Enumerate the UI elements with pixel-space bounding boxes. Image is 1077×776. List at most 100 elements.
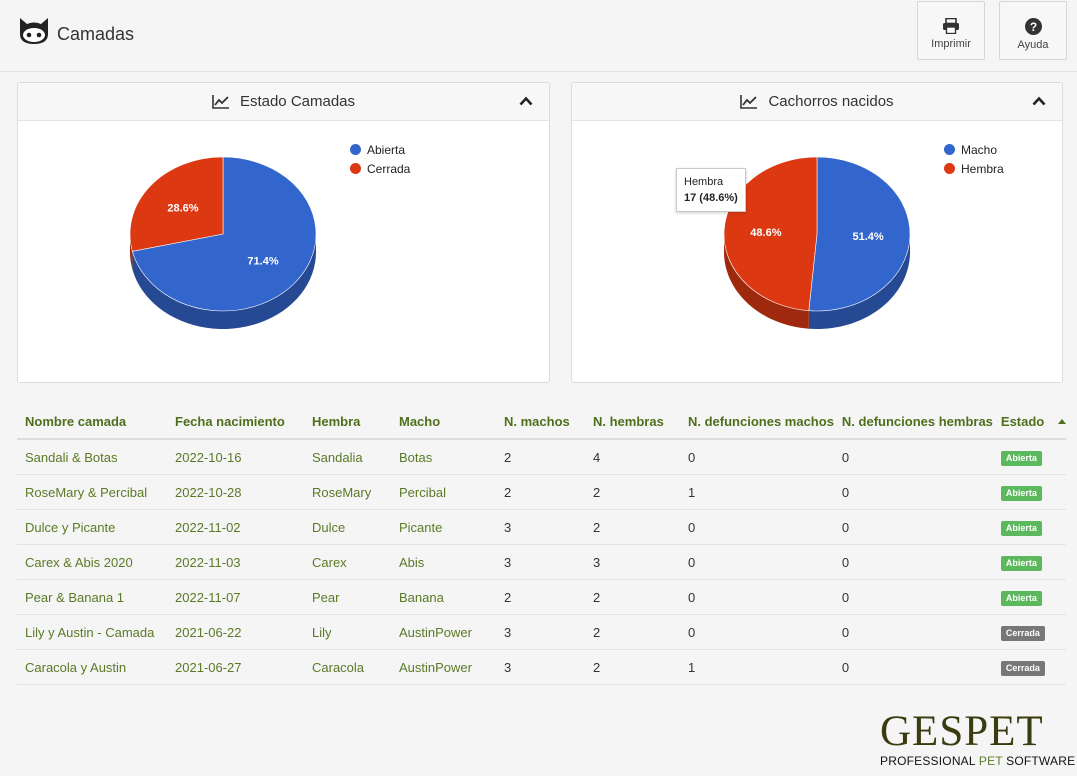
table-cell: 0 bbox=[833, 439, 993, 475]
status-badge: Abierta bbox=[1000, 450, 1042, 466]
status-badge: Abierta bbox=[1000, 520, 1042, 536]
col-n-defunciones-machos[interactable]: N. defunciones machos bbox=[680, 404, 834, 440]
pie-slice-abierta[interactable] bbox=[131, 156, 317, 312]
table-cell[interactable]: Pear bbox=[304, 579, 391, 615]
table-row[interactable]: RoseMary & Percibal 2022-10-28 RoseMary Per… bbox=[17, 474, 1066, 510]
pie-slice-macho[interactable] bbox=[808, 156, 911, 312]
table-cell: 3 bbox=[496, 614, 585, 650]
page-header: Camadas Imprimir ? Ayuda bbox=[0, 0, 1077, 72]
table-cell[interactable]: Dulce y Picante bbox=[17, 509, 167, 545]
col-nombre-camada[interactable]: Nombre camada bbox=[17, 404, 167, 440]
pie-slice-label: 28.6% bbox=[167, 203, 198, 215]
pie-slice-side bbox=[724, 234, 809, 329]
table-row[interactable]: Lily y Austin - Camada 2021-06-22 Lily Aust… bbox=[17, 614, 1066, 650]
question-circle-icon: ? bbox=[1024, 18, 1042, 35]
table-cell: 3 bbox=[496, 649, 585, 685]
col-n-machos[interactable]: N. machos bbox=[496, 404, 585, 440]
table-cell[interactable]: 2021-06-22 bbox=[167, 614, 304, 650]
status-badge-cell: Abierta bbox=[992, 544, 1066, 580]
col-hembra[interactable]: Hembra bbox=[304, 404, 391, 440]
table-cell[interactable]: 2022-10-16 bbox=[167, 439, 304, 475]
status-badge: Abierta bbox=[1000, 555, 1042, 571]
gespet-logo: GESPET PROFESSIONAL PET SOFTWARE bbox=[880, 708, 1076, 768]
table-row[interactable]: Caracola y Austin 2021-06-27 Caracola Austi… bbox=[17, 649, 1066, 685]
table-cell: 2 bbox=[585, 649, 680, 685]
table-cell: 2 bbox=[496, 474, 585, 510]
table-cell[interactable]: Banana bbox=[391, 579, 496, 615]
table-cell: 2 bbox=[585, 579, 680, 615]
table-cell[interactable]: Botas bbox=[391, 439, 496, 475]
line-chart-icon bbox=[740, 94, 758, 109]
pie-slice-side bbox=[132, 234, 316, 329]
help-button-label: Ayuda bbox=[1017, 39, 1049, 51]
table-cell[interactable]: 2022-11-07 bbox=[167, 579, 304, 615]
legend-item-macho[interactable]: Macho bbox=[944, 140, 1004, 159]
line-chart-icon bbox=[212, 94, 229, 109]
table-cell[interactable]: Caracola bbox=[304, 649, 391, 685]
table-cell: 0 bbox=[680, 579, 834, 615]
legend-item-cerrada[interactable]: Cerrada bbox=[350, 159, 410, 178]
col-fecha-nacimiento[interactable]: Fecha nacimiento bbox=[167, 404, 304, 440]
col-n-hembras[interactable]: N. hembras bbox=[585, 404, 680, 440]
table-cell: 0 bbox=[833, 614, 993, 650]
print-button[interactable]: Imprimir bbox=[917, 1, 985, 60]
table-cell[interactable]: Caracola y Austin bbox=[17, 649, 167, 685]
svg-text:?: ? bbox=[1029, 20, 1036, 34]
table-cell: 3 bbox=[496, 544, 585, 580]
table-cell[interactable]: Sandalia bbox=[304, 439, 391, 475]
table-cell[interactable]: Carex bbox=[304, 544, 391, 580]
table-row[interactable]: Pear & Banana 1 2022-11-07 Pear Banana 2 2 0 0 A… bbox=[17, 579, 1066, 615]
pie-chart-estado: 71.4% 28.6% bbox=[129, 156, 317, 329]
status-badge-cell: Abierta bbox=[992, 579, 1066, 615]
estado-camadas-panel: Estado Camadas 71.4% 28.6% Abierta Cerrad… bbox=[17, 82, 550, 383]
table-cell[interactable]: 2022-11-03 bbox=[167, 544, 304, 580]
table-cell[interactable]: Dulce bbox=[304, 509, 391, 545]
table-cell[interactable]: Lily y Austin - Camada bbox=[17, 614, 167, 650]
table-cell[interactable]: 2022-10-28 bbox=[167, 474, 304, 510]
table-cell[interactable]: AustinPower bbox=[391, 649, 496, 685]
table-cell[interactable]: Abis bbox=[391, 544, 496, 580]
col-macho[interactable]: Macho bbox=[391, 404, 496, 440]
table-cell[interactable]: 2022-11-02 bbox=[167, 509, 304, 545]
status-badge-cell: Abierta bbox=[992, 474, 1066, 510]
table-cell: 0 bbox=[833, 579, 993, 615]
table-cell[interactable]: Pear & Banana 1 bbox=[17, 579, 167, 615]
table-cell[interactable]: RoseMary & Percibal bbox=[17, 474, 167, 510]
sort-ascending-icon[interactable] bbox=[1057, 418, 1066, 424]
table-cell[interactable]: Carex & Abis 2020 bbox=[17, 544, 167, 580]
chevron-up-icon[interactable] bbox=[1032, 96, 1046, 106]
table-header-row: Nombre camada Fecha nacimiento Hembra Ma… bbox=[17, 404, 1066, 440]
legend-item-abierta[interactable]: Abierta bbox=[350, 140, 410, 159]
table-cell: 4 bbox=[585, 439, 680, 475]
chevron-up-icon[interactable] bbox=[519, 96, 533, 106]
status-badge-cell: Abierta bbox=[992, 439, 1066, 475]
table-row[interactable]: Carex & Abis 2020 2022-11-03 Carex Abis 3 3 0 0… bbox=[17, 544, 1066, 580]
col-estado[interactable]: Estado bbox=[992, 404, 1066, 440]
status-badge-cell: Cerrada bbox=[992, 649, 1066, 685]
table-cell: 2 bbox=[496, 439, 585, 475]
table-cell[interactable]: Percibal bbox=[391, 474, 496, 510]
table-cell[interactable]: Picante bbox=[391, 509, 496, 545]
table-cell: 1 bbox=[680, 649, 834, 685]
table-row[interactable]: Dulce y Picante 2022-11-02 Dulce Picante 3 2 0… bbox=[17, 509, 1066, 545]
table-cell[interactable]: Lily bbox=[304, 614, 391, 650]
cachorros-nacidos-panel: Cachorros nacidos 51.4% 48.6% Macho Hembr… bbox=[571, 82, 1063, 383]
camadas-table: Nombre camada Fecha nacimiento Hembra Ma… bbox=[17, 404, 1066, 685]
table-cell[interactable]: AustinPower bbox=[391, 614, 496, 650]
pie-slice-label: 71.4% bbox=[247, 255, 278, 267]
table-cell: 0 bbox=[833, 509, 993, 545]
pie-slice-label: 51.4% bbox=[852, 231, 883, 243]
table-cell: 0 bbox=[680, 439, 834, 475]
table-cell[interactable]: Sandali & Botas bbox=[17, 439, 167, 475]
table-row[interactable]: Sandali & Botas 2022-10-16 Sandalia Botas 2 4… bbox=[17, 439, 1066, 475]
legend-item-hembra[interactable]: Hembra bbox=[944, 159, 1004, 178]
panel-title: Cachorros nacidos bbox=[768, 93, 894, 110]
col-n-defunciones-hembras[interactable]: N. defunciones hembras bbox=[833, 404, 993, 440]
print-button-label: Imprimir bbox=[931, 38, 971, 50]
help-button[interactable]: ? Ayuda bbox=[999, 1, 1067, 60]
pie-slice-cerrada[interactable] bbox=[129, 156, 224, 252]
pie-slice-hembra[interactable] bbox=[723, 156, 818, 312]
table-cell[interactable]: 2021-06-27 bbox=[167, 649, 304, 685]
status-badge: Cerrada bbox=[1000, 625, 1045, 641]
table-cell[interactable]: RoseMary bbox=[304, 474, 391, 510]
